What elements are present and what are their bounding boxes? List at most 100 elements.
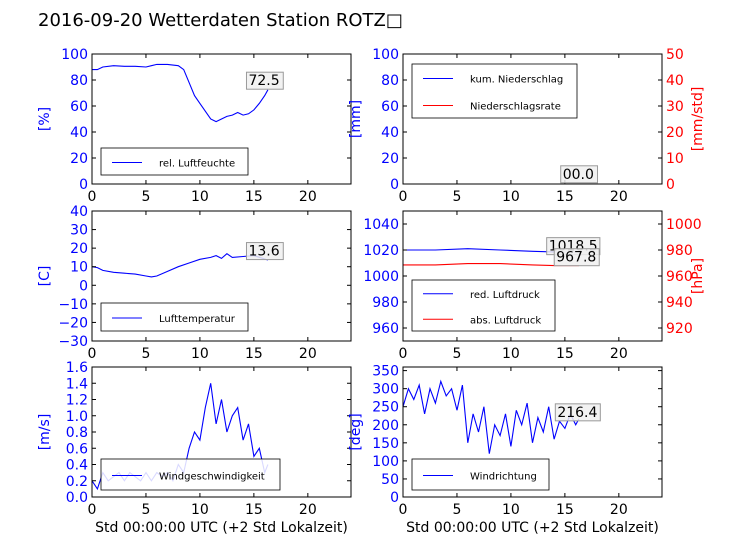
series-line-pressure-1 [403,263,579,267]
y-tick-label: 30 [70,223,88,239]
x-axis-label: Std 00:00:00 UTC (+2 Std Lokalzeit) [406,520,659,536]
y-tick-label: 1.2 [66,393,88,409]
value-annotation: 13.6 [248,244,279,260]
y-tick-label: 0 [390,490,399,506]
y-tick-label: 80 [70,73,88,89]
x-tick-label: 20 [610,346,628,362]
legend-label: kum. Niederschlag [470,75,563,86]
plot-frame [91,53,352,185]
x-tick-label: 10 [502,502,520,518]
chart-panel-pressure: 0 5 10 15 20 960 980 1000 1020 1040 920 940 960 980 10… [363,210,706,362]
x-tick-label: 0 [399,189,408,205]
value-annotation: 00.0 [563,167,594,183]
x-tick-label: 0 [399,502,408,518]
x-tick-label: 5 [452,502,461,518]
x-tick-label: 15 [245,346,263,362]
y-tick-label: 300 [372,382,399,398]
legend-box [411,279,556,332]
y-tick-label: 100 [372,47,399,63]
x-tick-label: 15 [556,346,574,362]
y2-tick-label: 50 [666,47,684,63]
y2-tick-label: 30 [666,99,684,115]
value-annotation-box [245,71,284,90]
x-tick-label: 5 [141,189,150,205]
y-tick-label: 960 [372,321,399,337]
value-annotation-box [554,403,601,422]
y-tick-label: 350 [372,364,399,380]
y-tick-label: 150 [372,436,399,452]
y-tick-label: 1.4 [66,376,88,392]
legend-box [100,147,249,176]
legend-box [411,458,550,491]
y2-tick-label: 960 [666,269,693,285]
series-line-humidity-0 [92,63,269,123]
value-annotation: 967.8 [556,250,596,266]
y-tick-label: 100 [61,47,88,63]
series-line-wind_direction-0 [403,379,580,454]
legend-label: Windrichtung [470,472,537,483]
y-tick-label: 40 [70,204,88,220]
y-tick-label: −30 [58,334,88,350]
y-tick-label: 20 [70,151,88,167]
y2-tick-label: 940 [666,295,693,311]
y2-tick-label: 920 [666,321,693,337]
y-tick-label: 0.6 [66,441,88,457]
y-tick-label: 0 [390,177,399,193]
y-tick-label: 1040 [363,217,399,233]
y-tick-label: 0.8 [66,425,88,441]
x-tick-label: 15 [556,502,574,518]
y-tick-label: 60 [381,99,399,115]
y-tick-label: 50 [381,472,399,488]
y-tick-label: 0.4 [66,458,88,474]
y-tick-label: −10 [58,297,88,313]
y-tick-label: 980 [372,295,399,311]
y-tick-label: 1000 [363,269,399,285]
y-tick-label: 60 [70,99,88,115]
y-tick-label: 40 [70,125,88,141]
legend-box [411,63,578,119]
legend-label: Lufttemperatur [159,314,236,325]
y-tick-label: 100 [372,454,399,470]
y-tick-label: 10 [70,260,88,276]
x-tick-label: 20 [299,189,317,205]
y-axis-label: [deg] [348,413,364,450]
chart-panel-humidity: 0 5 10 15 20 0 20 40 60 80 100 [%] 72.5 rel. Luftfeuc… [37,47,352,205]
x-tick-label: 20 [299,346,317,362]
legend-label: Windgeschwindigkeit [159,472,265,483]
y-tick-label: 1.0 [66,409,88,425]
y-tick-label: 0.0 [66,490,88,506]
y-axis-label: [m/s] [37,414,53,451]
y2-tick-label: 20 [666,125,684,141]
x-tick-label: 10 [502,189,520,205]
y2-tick-label: 10 [666,151,684,167]
y2-tick-label: 0 [666,177,675,193]
plot-frame [402,53,663,185]
x-tick-label: 0 [88,346,97,362]
x-tick-label: 10 [502,346,520,362]
legend-label: abs. Luftdruck [470,315,541,326]
y-tick-label: 0 [79,177,88,193]
legend-box [100,458,281,491]
y2-tick-label: 40 [666,73,684,89]
x-tick-label: 15 [245,189,263,205]
y-tick-label: 40 [381,125,399,141]
y-tick-label: −20 [58,315,88,331]
y-tick-label: 200 [372,418,399,434]
series-line-temperature-0 [92,253,269,278]
figure-title: 2016-09-20 Wetterdaten Station ROTZ□ [38,10,403,31]
y-axis-label: [C] [37,266,53,287]
legend-label: red. Luftdruck [470,290,540,301]
y-tick-label: 1020 [363,243,399,259]
y-tick-label: 0.2 [66,474,88,490]
x-tick-label: 0 [88,189,97,205]
value-annotation: 216.4 [557,405,597,421]
y-tick-label: 250 [372,400,399,416]
x-axis-label: Std 00:00:00 UTC (+2 Std Lokalzeit) [95,520,348,536]
chart-panel-precipitation: 0 5 10 15 20 0 20 40 60 80 100 0 10 20 30 40 50 [mm] [mm/s… [348,47,706,205]
chart-panel-temperature: 0 5 10 15 20 −30 −20 −10 0 10 20 30 40 [C] 13.6 Lufttem… [37,204,352,362]
legend-label: Niederschlagsrate [470,102,561,113]
y-axis-label: [%] [37,107,53,131]
y-tick-label: 0 [79,278,88,294]
